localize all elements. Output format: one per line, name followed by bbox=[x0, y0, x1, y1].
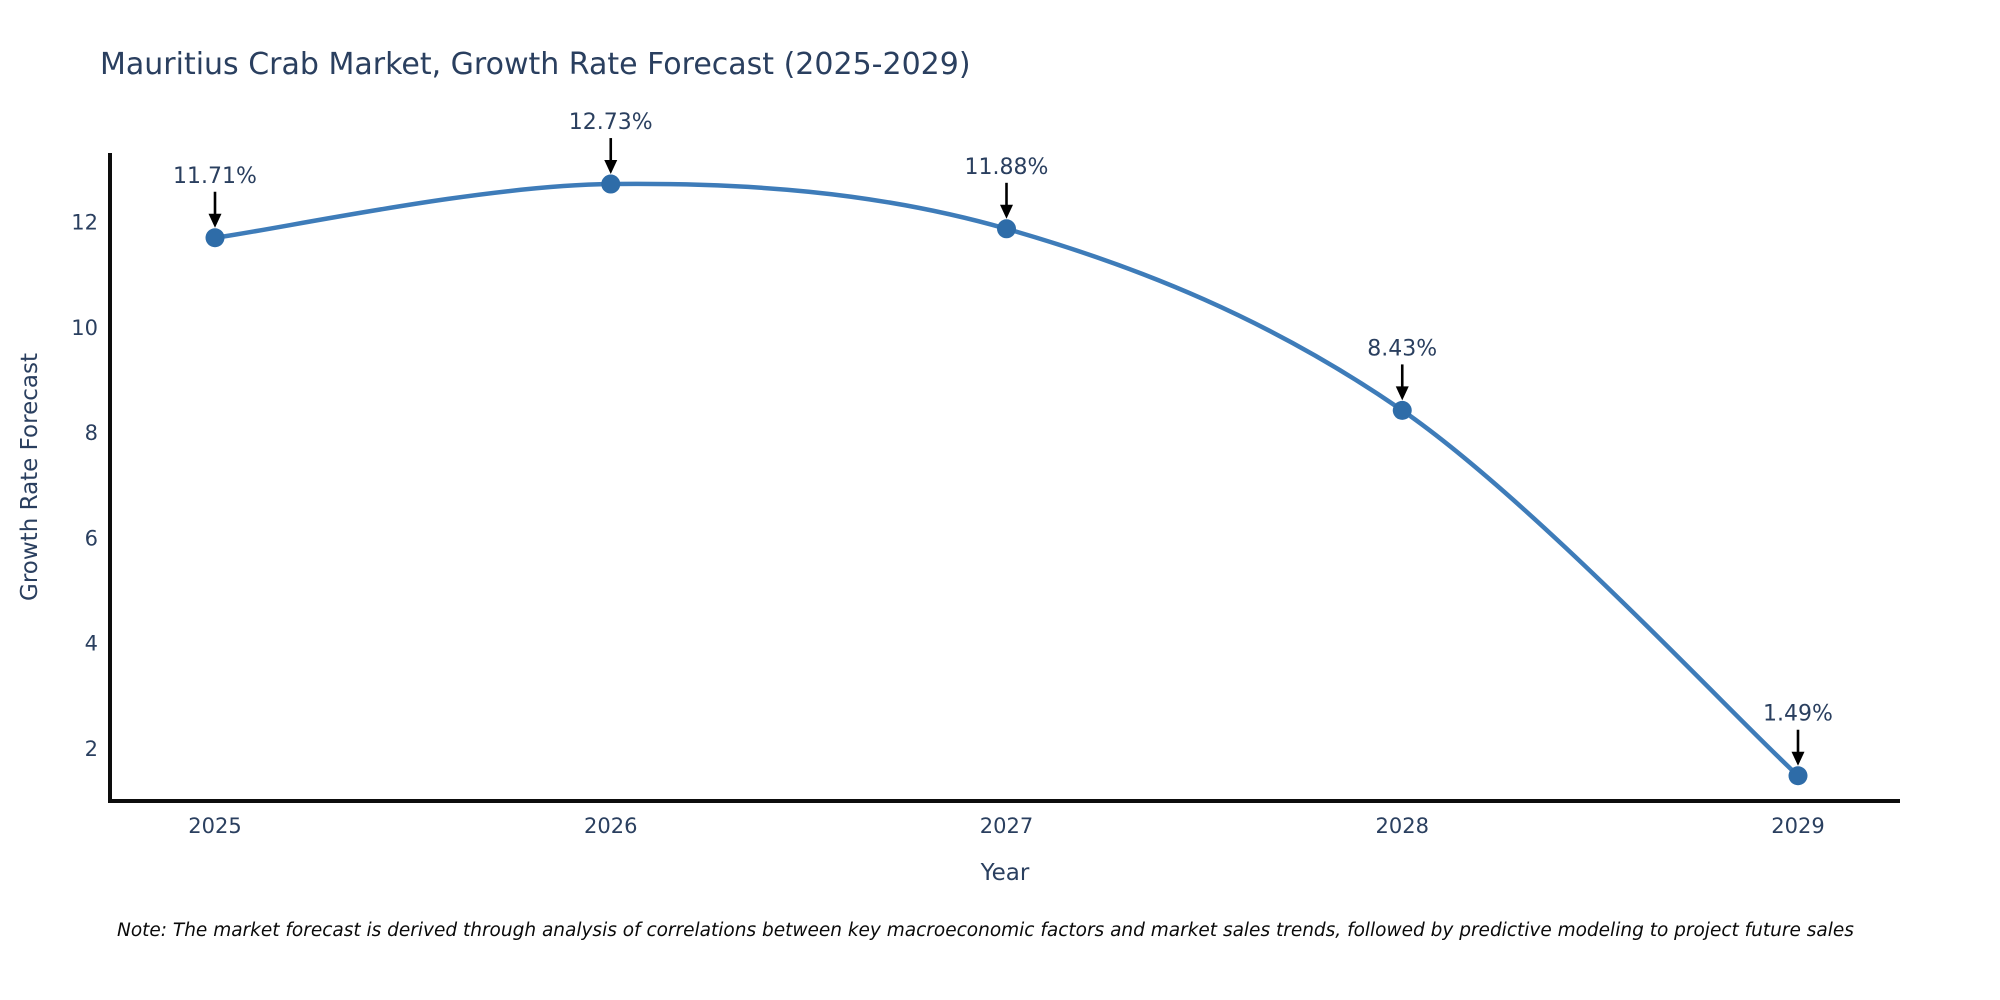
annotation-label: 8.43% bbox=[1367, 336, 1437, 361]
data-point-marker bbox=[601, 174, 621, 194]
annotation-arrow-head bbox=[1395, 386, 1409, 401]
x-tick-label: 2025 bbox=[188, 814, 241, 838]
annotation-arrow-head bbox=[1000, 204, 1013, 219]
annotation-label: 1.49% bbox=[1763, 702, 1833, 727]
data-point-marker bbox=[205, 228, 225, 248]
x-axis-title: Year bbox=[980, 860, 1030, 886]
annotation-label: 11.88% bbox=[965, 155, 1049, 180]
annotation-arrow-head bbox=[1791, 751, 1805, 766]
y-tick-label: 8 bbox=[85, 421, 98, 445]
forecast-spline bbox=[212, 181, 1801, 778]
data-point-marker bbox=[997, 219, 1016, 239]
y-axis-title: Growth Rate Forecast bbox=[17, 353, 43, 601]
y-tick-label: 12 bbox=[71, 210, 98, 234]
y-tick-label: 10 bbox=[71, 316, 98, 340]
y-tick-label: 4 bbox=[85, 632, 98, 656]
chart-title: Mauritius Crab Market, Growth Rate Forec… bbox=[100, 47, 971, 82]
data-point-marker bbox=[1392, 400, 1412, 420]
y-tick-label: 6 bbox=[85, 526, 98, 550]
annotation-arrow-head bbox=[208, 213, 222, 228]
annotation-label: 11.71% bbox=[173, 164, 257, 189]
footnote: Note: The market forecast is derived thr… bbox=[117, 920, 1854, 941]
annotation-label: 12.73% bbox=[569, 110, 653, 135]
y-tick-label: 2 bbox=[85, 737, 98, 761]
x-tick-label: 2026 bbox=[584, 814, 637, 838]
annotation-arrow-head bbox=[604, 160, 618, 175]
x-tick-label: 2029 bbox=[1771, 814, 1824, 838]
x-tick-label: 2028 bbox=[1376, 814, 1429, 838]
x-tick-label: 2027 bbox=[980, 814, 1033, 838]
data-point-marker bbox=[1788, 766, 1808, 786]
